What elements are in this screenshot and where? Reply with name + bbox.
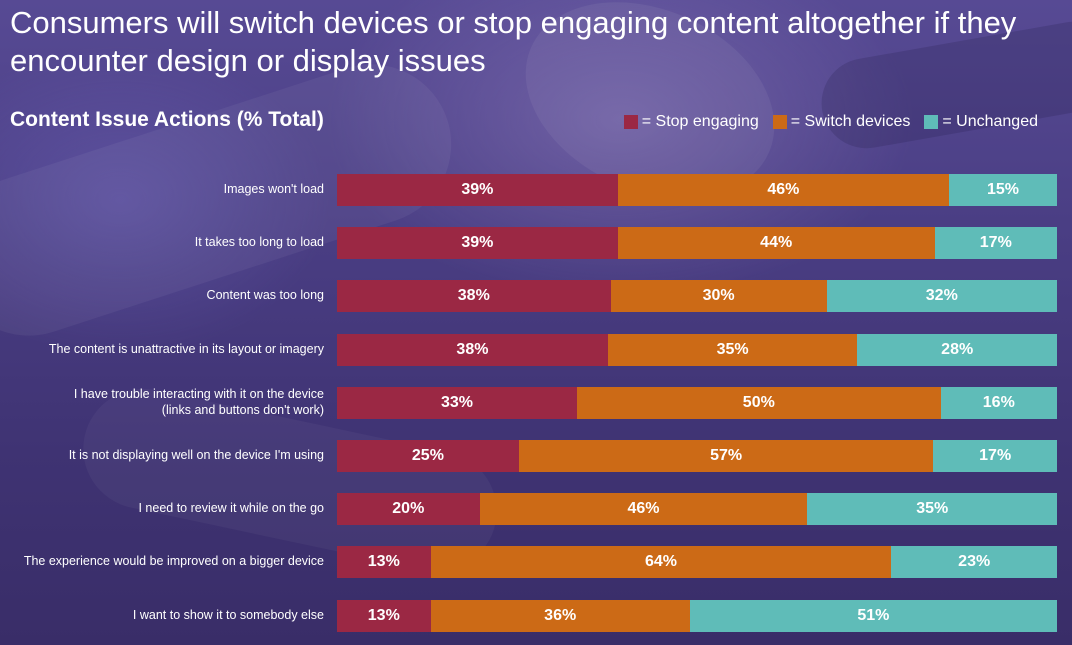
category-label: Content was too long: [206, 288, 324, 303]
legend-label-switch-devices: = Switch devices: [790, 113, 911, 130]
bar-segment-unchanged: 35%: [807, 493, 1057, 526]
legend-item-unchanged: = Unchanged: [924, 111, 1038, 133]
stacked-bar: 33% 50% 16%: [337, 386, 1057, 419]
bar-segment-unchanged: 23%: [891, 546, 1057, 579]
data-label: 17%: [979, 234, 1012, 252]
bar-segment-switch-devices: 35%: [607, 333, 858, 366]
data-label: 39%: [461, 234, 494, 252]
legend-swatch-unchanged: [924, 115, 939, 129]
legend-label-stop-engaging: = Stop engaging: [641, 113, 759, 130]
chart-title: Consumers will switch devices or stop en…: [10, 5, 1017, 78]
category-label: The content is unattractive in its layou…: [48, 341, 324, 356]
data-label: 57%: [710, 447, 743, 464]
data-label: 38%: [456, 340, 489, 358]
legend-swatch-switch-devices: [772, 115, 787, 129]
bar-segment-unchanged: 32%: [826, 280, 1057, 313]
data-label: 46%: [627, 500, 660, 518]
data-label: 35%: [916, 500, 949, 518]
bar-segment-unchanged: 17%: [933, 440, 1057, 472]
data-label: 32%: [925, 287, 958, 305]
bar-segment-switch-devices: 46%: [617, 174, 949, 206]
data-label: 36%: [544, 606, 577, 624]
bar-segment-stop-engaging: 25%: [337, 440, 519, 472]
bar-segment-switch-devices: 44%: [617, 227, 935, 260]
bar-segment-stop-engaging: 20%: [337, 493, 480, 526]
category-label: I need to review it while on the go: [138, 501, 324, 516]
bar-segment-switch-devices: 57%: [518, 440, 934, 472]
stacked-bar: 38% 30% 32%: [337, 280, 1057, 313]
bar-segment-stop-engaging: 39%: [337, 174, 618, 206]
chart-legend: = Stop engaging = Switch devices = Uncha…: [623, 111, 1038, 133]
stacked-bar: 38% 35% 28%: [337, 333, 1057, 366]
data-label: 15%: [986, 181, 1019, 198]
stacked-bar: 13% 36% 51%: [337, 599, 1057, 632]
data-label: 20%: [392, 500, 425, 518]
bar-segment-unchanged: 16%: [940, 386, 1057, 419]
data-label: 46%: [767, 181, 800, 198]
category-label: It is not displaying well on the device …: [68, 448, 324, 462]
bar-segment-stop-engaging: 33%: [337, 386, 577, 419]
bar-segment-unchanged: 17%: [934, 227, 1057, 260]
stacked-bar: 25% 57% 17%: [337, 440, 1057, 472]
data-label: 35%: [716, 340, 749, 358]
data-label: 28%: [941, 340, 974, 358]
stacked-bar: 13% 64% 23%: [337, 546, 1057, 579]
legend-item-switch-devices: = Switch devices: [772, 111, 911, 133]
data-label: 17%: [979, 447, 1012, 464]
category-label: I have trouble interacting with it on th…: [73, 386, 324, 417]
bar-segment-stop-engaging: 38%: [337, 333, 608, 366]
data-label: 50%: [742, 393, 775, 411]
stacked-bar: 20% 46% 35%: [337, 493, 1057, 526]
data-label: 16%: [982, 393, 1015, 411]
legend-label-unchanged: = Unchanged: [942, 113, 1038, 130]
data-label: 33%: [440, 393, 474, 411]
bar-segment-stop-engaging: 13%: [337, 546, 431, 579]
data-label: 13%: [367, 553, 400, 571]
bar-segment-switch-devices: 30%: [610, 280, 827, 313]
data-label: 39%: [461, 181, 494, 198]
category-label: Images won't load: [223, 182, 324, 196]
bar-segment-stop-engaging: 13%: [337, 599, 431, 632]
legend-item-stop-engaging: = Stop engaging: [623, 111, 759, 133]
data-label: 38%: [457, 287, 490, 305]
bar-segment-switch-devices: 50%: [577, 386, 941, 419]
bar-segment-unchanged: 15%: [948, 174, 1057, 206]
data-label: 30%: [702, 287, 735, 305]
bar-segment-switch-devices: 36%: [430, 599, 690, 632]
data-label: 51%: [857, 606, 890, 624]
category-label: I want to show it to somebody else: [132, 607, 324, 622]
data-label: 64%: [644, 553, 677, 571]
bar-segment-unchanged: 28%: [857, 333, 1057, 366]
data-label: 25%: [411, 447, 444, 464]
bar-segment-switch-devices: 46%: [479, 493, 808, 526]
category-label: It takes too long to load: [194, 235, 324, 250]
bar-segment-unchanged: 51%: [689, 599, 1057, 632]
data-label: 13%: [367, 606, 400, 624]
legend-swatch-stop-engaging: [623, 115, 638, 129]
bar-segment-stop-engaging: 38%: [337, 280, 611, 313]
data-label: 44%: [760, 234, 793, 252]
bar-segment-switch-devices: 64%: [430, 546, 892, 579]
stacked-bar: 39% 44% 17%: [337, 227, 1057, 260]
stacked-bar: 39% 46% 15%: [337, 174, 1057, 206]
category-label: The experience would be improved on a bi…: [23, 554, 324, 569]
chart-subtitle: Content Issue Actions (% Total): [10, 108, 324, 131]
bar-segment-stop-engaging: 39%: [337, 227, 618, 260]
data-label: 23%: [958, 553, 991, 571]
